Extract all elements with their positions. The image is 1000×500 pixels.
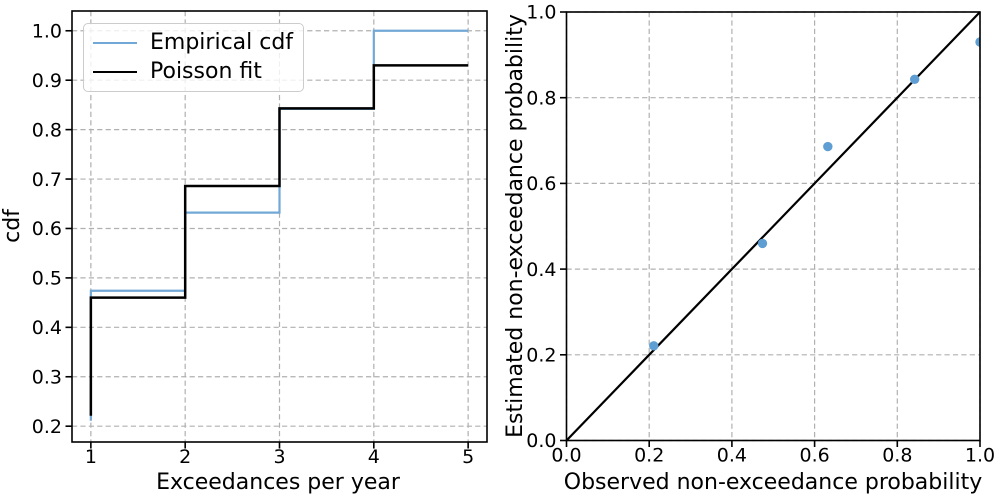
y-tick-label: 1.0 <box>32 20 62 42</box>
scatter-point <box>757 238 768 249</box>
right-plot-ylabel: Estimated non-exceedance probability <box>503 14 528 438</box>
y-tick-label: 0.0 <box>526 430 556 452</box>
x-tick-label: 1.0 <box>965 445 995 467</box>
legend-label-empirical-cdf: Empirical cdf <box>150 30 294 55</box>
x-tick-label: 0.8 <box>882 445 912 467</box>
x-tick-label: 0.2 <box>634 445 664 467</box>
scatter-point <box>909 74 920 84</box>
x-tick-label: 0.0 <box>551 445 581 467</box>
legend-item-poisson-fit: Poisson fit <box>93 59 293 85</box>
x-tick-label: 1 <box>85 446 97 468</box>
poisson-fit-line-sample <box>93 71 137 73</box>
y-tick-label: 0.8 <box>32 119 62 141</box>
y-tick-label: 0.7 <box>32 169 62 191</box>
x-tick-label: 5 <box>462 446 474 468</box>
step-line-poisson-fit <box>89 64 469 416</box>
left-plot-xlabel: Exceedances per year <box>156 470 400 495</box>
step-line-empirical-cdf <box>89 29 469 421</box>
y-tick-label: 0.2 <box>32 416 62 438</box>
scatter-points-group <box>649 37 980 351</box>
right-plot-xlabel: Observed non-exceedance probability <box>563 470 983 495</box>
y-tick-label: 0.8 <box>526 87 556 109</box>
pp-plot: 0.0 0.2 0.4 0.6 0.8 1.0 0.0 0.2 0.4 0.6 0.8 1.0 <box>526 2 995 467</box>
empirical-cdf-line-sample <box>93 42 137 44</box>
legend-label-poisson-fit: Poisson fit <box>150 59 262 84</box>
legend-item-empirical-cdf: Empirical cdf <box>93 30 293 56</box>
x-tick-label: 3 <box>273 446 285 468</box>
axes-box <box>565 11 981 442</box>
x-tick-label: 2 <box>179 446 191 468</box>
left-plot-ylabel: cdf <box>0 209 25 243</box>
cdf-step-plot: 1 2 3 4 5 0.2 0.3 0.4 0.5 0.6 0.7 0.8 0.9 1.0 <box>32 10 488 468</box>
x-tick-label: 4 <box>368 446 380 468</box>
legend: Empirical cdf Poisson fit <box>83 23 305 92</box>
y-tick-label: 0.6 <box>32 218 62 240</box>
scatter-point <box>975 37 980 47</box>
y-tick-label: 0.3 <box>32 366 62 388</box>
y-tick-label: 0.4 <box>526 259 556 281</box>
y-tick-label: 0.5 <box>32 268 62 290</box>
y-tick-label: 1.0 <box>526 2 556 24</box>
x-tick-label: 0.4 <box>717 445 747 467</box>
y-tick-label: 0.9 <box>32 70 62 92</box>
x-tick-label: 0.6 <box>799 445 829 467</box>
reference-diagonal-line <box>565 11 981 442</box>
y-tick-label: 0.2 <box>526 345 556 367</box>
y-tick-label: 0.4 <box>32 317 62 339</box>
scatter-point <box>649 341 659 351</box>
scatter-point <box>823 141 833 152</box>
y-tick-label: 0.6 <box>526 173 556 195</box>
